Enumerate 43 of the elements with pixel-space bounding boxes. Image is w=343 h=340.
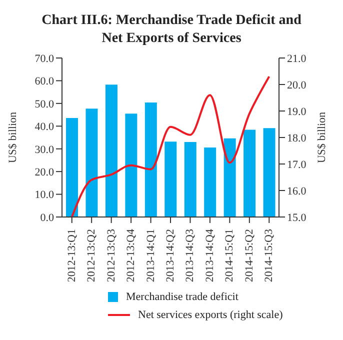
bar (204, 147, 216, 217)
y-axis-title: US$ billion (6, 111, 19, 164)
x-tick-label: 2013-14:Q3 (184, 228, 196, 282)
bar (125, 114, 138, 217)
bar (164, 142, 177, 217)
line-series (70, 76, 270, 217)
y-tick-label: 0.0 (40, 212, 54, 224)
y-tick-label: 70.0 (34, 52, 54, 65)
legend-label: Net services exports (right scale) (138, 309, 283, 321)
x-tick-label: 2013-14:Q2 (164, 229, 176, 282)
y2-tick-label: 20.0 (287, 79, 307, 92)
y2-tick-label: 16.0 (287, 185, 307, 198)
x-tick-label: 2012-13:Q4 (125, 228, 138, 282)
bar (105, 84, 118, 217)
y-tick-label: 40.0 (34, 121, 54, 134)
y2-tick-label: 18.0 (287, 132, 307, 144)
x-tick-label: 2014-15:Q2 (243, 229, 256, 282)
bar (184, 142, 196, 217)
y2-axis-title: US$ billion (316, 111, 328, 164)
y2-tick-label: 19.0 (287, 106, 307, 118)
bar (144, 102, 157, 217)
x-tick-label: 2012-13:Q3 (105, 228, 118, 282)
bar (244, 130, 256, 217)
x-tick-label: 2014-15:Q1 (224, 229, 236, 282)
x-tick-label: 2014-15:Q3 (263, 228, 276, 282)
y2-tick-label: 21.0 (287, 52, 307, 65)
x-tick-label: 2012-13:Q2 (86, 229, 98, 282)
chart-title: Chart III.6: Merchandise Trade Deficit and Net Exports of Services (40, 12, 302, 48)
y-tick-label: 60.0 (34, 76, 54, 88)
x-tick-label: 2012-13:Q1 (66, 229, 78, 282)
y-tick-label: 50.0 (34, 98, 54, 110)
bar (66, 118, 78, 217)
y-tick-label: 20.0 (34, 166, 54, 178)
bar (86, 108, 98, 217)
y-tick-label: 30.0 (34, 144, 54, 156)
legend-label: Merchandise trade deficit (126, 291, 238, 303)
bar (263, 128, 276, 217)
y2-tick-label: 15.0 (287, 212, 307, 224)
y2-tick-label: 17.0 (287, 158, 307, 171)
bar (224, 138, 236, 217)
x-tick-label: 2013-14:Q1 (144, 229, 157, 282)
x-tick-label: 2013-14:Q4 (204, 228, 216, 282)
y-tick-label: 10.0 (34, 189, 54, 202)
